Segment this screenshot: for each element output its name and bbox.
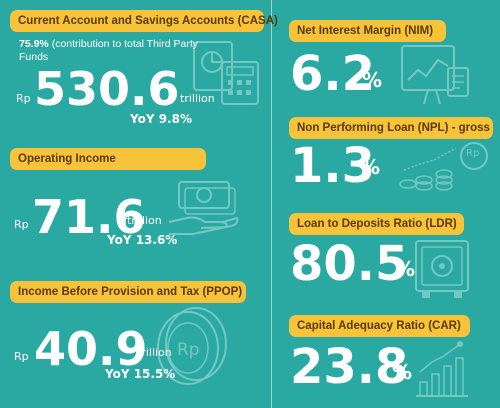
car-value: 23.8 (290, 339, 409, 395)
ppop-title-pill: Income Before Provision and Tax (PPOP) (10, 281, 246, 303)
nim-title-pill: Net Interest Margin (NIM) (289, 20, 446, 42)
ppop-value: 40.9 (34, 322, 148, 376)
ppop-yoy: YoY 15.5% (105, 367, 176, 381)
ldr-title-pill: Loan to Deposits Ratio (LDR) (289, 213, 464, 235)
ppop-unit: trillion (137, 346, 172, 359)
operating-income-title-pill: Operating Income (10, 148, 206, 170)
operating-income-yoy: YoY 13.6% (107, 233, 178, 247)
casa-unit: trillion (180, 92, 215, 105)
safe-icon (413, 238, 471, 300)
coin-stack-label: Rp (177, 340, 200, 360)
column-divider (271, 0, 272, 408)
casa-yoy: YoY 9.8% (130, 112, 192, 126)
operating-income-unit: trillion (127, 214, 162, 227)
ldr-percent: % (395, 257, 416, 281)
casa-contribution-text: (contribution to total Third Party Funds (19, 38, 198, 63)
nim-value: 6.2 (290, 46, 376, 102)
casa-contribution-note: 75.9% (contribution to total Third Party… (19, 38, 199, 64)
operating-income-value: 71.6 (32, 190, 146, 244)
operating-income-currency: Rp (14, 218, 29, 231)
coins-growth-label: Rp (466, 148, 480, 159)
car-percent: % (392, 360, 413, 384)
bar-chart-growth-icon (414, 340, 470, 398)
coins-growth-icon: Rp (398, 140, 494, 194)
coin-stack-icon: Rp (150, 302, 230, 386)
car-title-pill: Capital Adequacy Ratio (CAR) (289, 315, 470, 337)
money-hand-icon (165, 178, 247, 238)
chart-report-icon (398, 42, 472, 108)
casa-currency: Rp (16, 92, 31, 105)
npl-percent: % (360, 155, 381, 179)
ldr-value: 80.5 (290, 236, 409, 292)
npl-value: 1.3 (290, 138, 376, 194)
casa-title-pill: Current Account and Savings Accounts (CA… (10, 10, 278, 32)
calculator-document-icon (192, 38, 262, 106)
npl-title-pill: Non Performing Loan (NPL) - gross (289, 117, 493, 139)
casa-contribution-pct: 75.9% (19, 38, 49, 50)
casa-value: 530.6 (34, 62, 180, 116)
nim-percent: % (362, 68, 383, 92)
ppop-currency: Rp (14, 350, 29, 363)
